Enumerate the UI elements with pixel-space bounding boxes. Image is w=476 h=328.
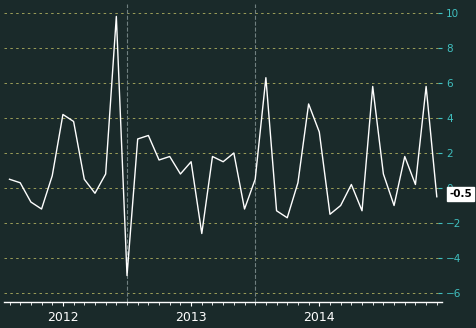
Text: -0.5: -0.5 — [449, 189, 472, 199]
